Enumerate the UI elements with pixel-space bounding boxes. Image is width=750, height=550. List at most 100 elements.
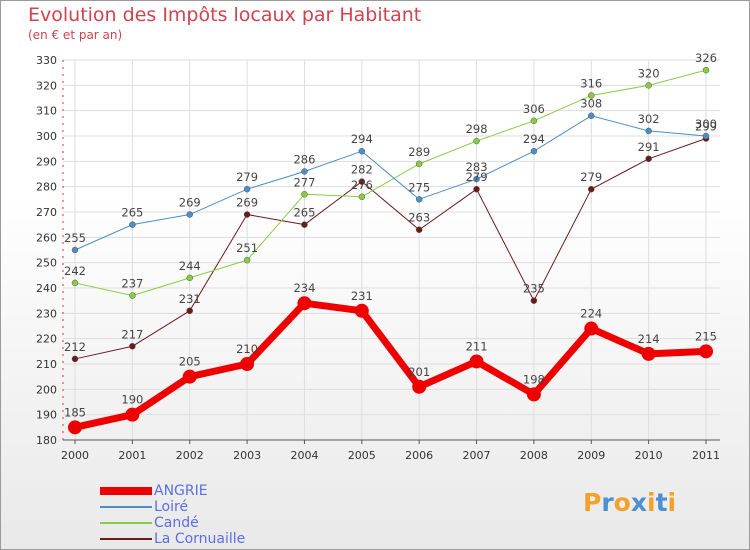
data-label: 302 [638, 112, 660, 126]
data-label: 235 [523, 282, 545, 296]
data-label: 212 [64, 340, 86, 354]
data-label: 244 [179, 259, 201, 273]
data-point [530, 117, 538, 125]
data-label: 265 [293, 206, 315, 220]
data-label: 300 [695, 117, 717, 131]
data-point [71, 246, 79, 254]
data-point [473, 137, 480, 145]
y-tick-label: 290 [36, 155, 57, 168]
data-point [645, 127, 652, 135]
data-point [473, 175, 480, 183]
data-point [358, 178, 366, 185]
legend-swatch-loire [100, 506, 152, 508]
data-point [469, 354, 484, 369]
data-point [702, 132, 710, 140]
data-label: 224 [580, 307, 602, 321]
data-point [358, 193, 366, 201]
legend-swatch-angrie [100, 487, 152, 495]
y-tick-label: 330 [36, 54, 57, 67]
data-point [71, 279, 79, 287]
data-point [584, 321, 599, 336]
data-point [68, 420, 82, 435]
data-label: 265 [121, 206, 143, 220]
logo-letter: t [655, 488, 668, 517]
data-label: 291 [638, 140, 660, 154]
y-tick-label: 270 [36, 206, 57, 219]
data-point [530, 297, 538, 304]
y-tick-label: 200 [36, 383, 57, 396]
data-label: 316 [580, 76, 602, 90]
data-point [71, 355, 79, 363]
x-tick-label: 2006 [405, 449, 433, 462]
data-point [186, 211, 193, 218]
data-point [645, 155, 652, 163]
data-point [412, 379, 427, 394]
x-tick-label: 2001 [118, 449, 146, 462]
data-label: 251 [236, 241, 258, 255]
data-point [129, 292, 136, 299]
data-label: 283 [466, 160, 488, 174]
data-point [415, 226, 423, 233]
data-label: 308 [580, 97, 602, 111]
x-tick-label: 2000 [61, 449, 89, 462]
data-point [588, 92, 595, 99]
data-point [125, 407, 140, 422]
data-label: 211 [466, 339, 488, 353]
x-tick-label: 2011 [692, 449, 720, 462]
data-point [641, 346, 656, 361]
legend-swatch-la-cornuaille [100, 538, 152, 540]
data-label: 263 [408, 211, 430, 225]
data-point [526, 387, 541, 402]
data-point [415, 196, 423, 203]
y-tick-label: 280 [36, 181, 57, 194]
data-point [301, 168, 308, 175]
data-point [588, 185, 595, 193]
data-point [243, 256, 251, 264]
grid [63, 59, 720, 441]
legend-label: La Cornuaille [154, 531, 246, 547]
y-tick-label: 180 [36, 434, 57, 447]
y-tick-label: 230 [36, 307, 57, 320]
y-tick-label: 240 [36, 282, 57, 295]
data-point [301, 191, 308, 198]
data-label: 255 [64, 231, 86, 245]
data-label: 214 [638, 332, 660, 346]
logo-letter: x [630, 488, 647, 517]
y-tick-label: 220 [36, 333, 57, 346]
data-label: 198 [523, 372, 545, 386]
data-label: 190 [121, 393, 143, 407]
data-point [186, 274, 193, 282]
legend-swatch-cande [100, 522, 152, 524]
data-labels: 212 217 231 269 265 282 263 279 235 279 291 299 242 2… [64, 51, 717, 419]
data-point [702, 66, 710, 74]
data-label: 210 [236, 342, 258, 356]
x-tick-label: 2005 [348, 449, 376, 462]
logo-letter: P [583, 488, 602, 517]
data-label: 231 [351, 289, 373, 303]
data-label: 201 [408, 365, 430, 379]
data-label: 277 [293, 175, 315, 189]
chart-subtitle: (en € et par an) [28, 28, 123, 42]
y-tick-label: 250 [36, 257, 57, 270]
data-label: 237 [121, 277, 143, 291]
data-label: 294 [351, 132, 373, 146]
data-point [354, 303, 369, 318]
logo-letter: i [667, 488, 677, 517]
data-label: 275 [408, 180, 430, 194]
data-point [129, 221, 136, 228]
x-tick-label: 2003 [233, 449, 261, 462]
data-point [358, 147, 366, 155]
y-tick-label: 300 [36, 130, 57, 143]
data-label: 294 [523, 132, 545, 146]
data-label: 242 [64, 264, 86, 278]
x-tick-label: 2008 [520, 449, 548, 462]
data-point [301, 221, 308, 228]
data-label: 205 [179, 355, 201, 369]
data-label: 286 [293, 152, 315, 166]
legend-label: ANGRIE [154, 483, 208, 499]
data-label: 282 [351, 163, 373, 177]
data-label: 326 [695, 51, 717, 65]
logo-letter: r [601, 488, 614, 517]
data-point [530, 147, 538, 155]
data-label: 279 [466, 170, 488, 184]
